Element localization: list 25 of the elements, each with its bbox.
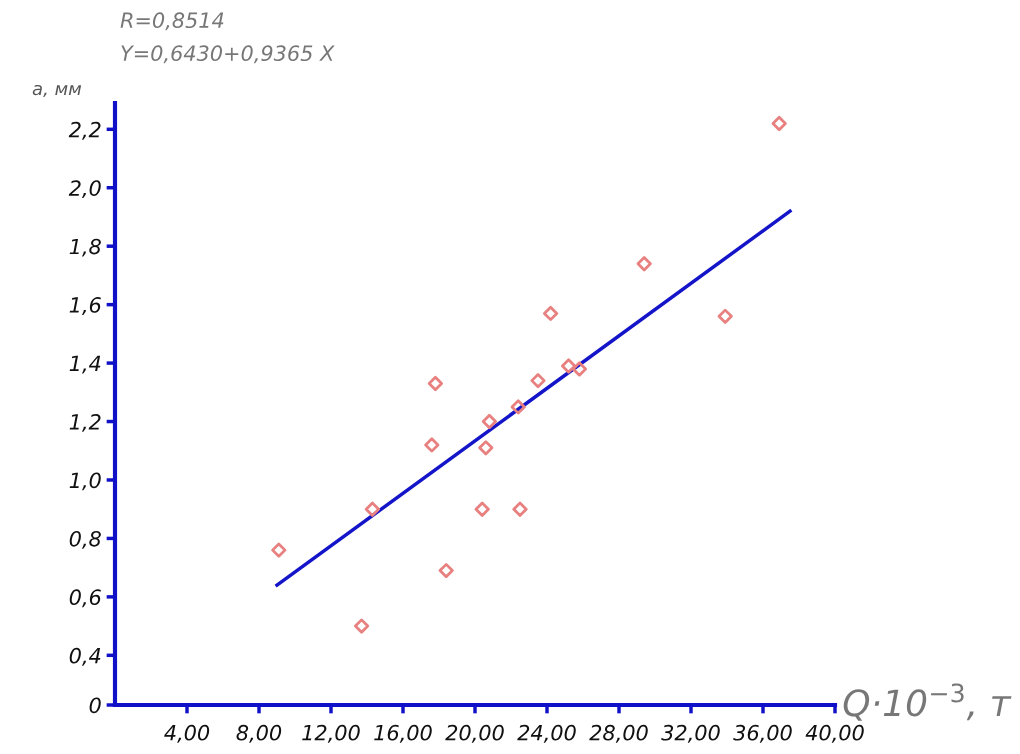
x-tick-label: 12,00 [302,724,360,743]
x-axis-title: Q·10$^{−3}$, т [843,683,1012,721]
y-tick-label: 0,8 [69,530,101,549]
x-tick-label: 4,00 [164,724,210,743]
y-tick-label: 1,2 [69,413,101,432]
y-tick-label: 0 [89,697,101,714]
x-tick-label: 8,00 [236,724,282,743]
y-tick-label: 1,0 [69,472,101,491]
y-tick-label: 0,6 [69,589,101,608]
x-tick-label: 40,00 [805,724,864,743]
y-tick-label: 2,2 [68,121,101,140]
x-tick-label: 20,00 [445,724,504,743]
x-tick-label: 24,00 [517,724,576,743]
x-tick-label: 32,00 [661,724,720,743]
x-tick-label: 28,00 [589,724,648,743]
y-axis-title: a, мм [32,84,82,98]
y-tick-label: 2,0 [68,180,101,199]
y-tick-label: 1,6 [69,297,101,315]
text: Y=0,6430+0,9365 X [121,45,335,64]
y-tick-label: 0,4 [69,647,101,666]
text: R=0,8514 [120,12,224,31]
y-tick-label: 1,8 [69,238,101,257]
x-tick-label: 36,00 [733,724,792,743]
y-tick-label: 1,4 [69,355,101,374]
x-tick-label: 16,00 [374,724,432,743]
